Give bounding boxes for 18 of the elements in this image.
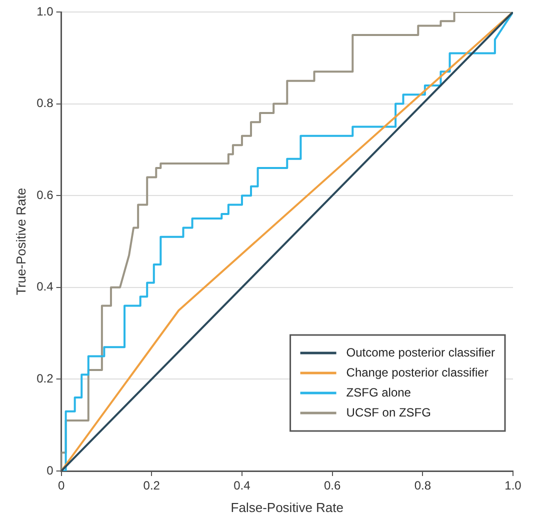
x-axis-title: False-Positive Rate	[230, 500, 344, 515]
x-tick-label: 1.0	[504, 478, 522, 493]
x-tick-label: 0.4	[234, 478, 251, 493]
y-tick-label: 0.8	[36, 96, 54, 110]
x-tick-label: 0.8	[414, 478, 432, 493]
x-tick-label: 0.6	[324, 478, 341, 493]
x-tick-label: 0	[58, 478, 65, 493]
y-tick-label: 1.0	[36, 4, 54, 18]
y-tick-label: 0.4	[36, 280, 54, 294]
x-tick-label: 0.2	[143, 478, 160, 493]
y-axis-title: True-Positive Rate	[13, 188, 28, 296]
legend-label: Change posterior classifier	[346, 365, 488, 380]
legend-label: UCSF on ZSFG	[346, 405, 431, 420]
y-tick-label: 0	[46, 463, 54, 478]
y-tick-label: 0.2	[36, 372, 54, 386]
y-tick-label: 0.6	[36, 188, 54, 202]
legend-label: ZSFG alone	[346, 385, 412, 400]
legend-label: Outcome posterior classifier	[346, 345, 496, 360]
